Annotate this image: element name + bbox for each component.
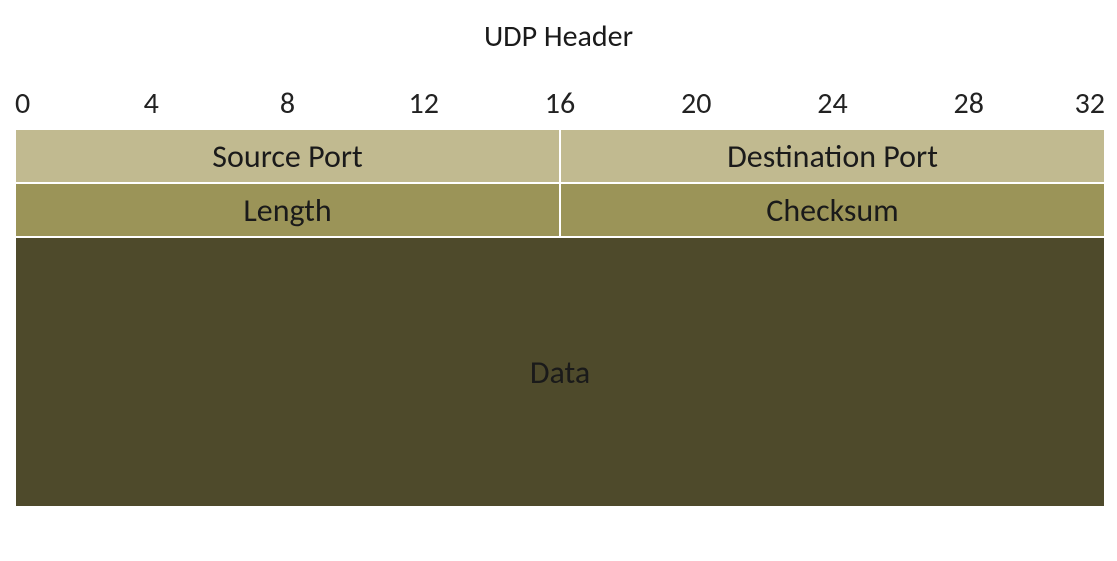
field-data: Data xyxy=(15,237,1105,507)
header-row-2: Data xyxy=(15,237,1105,507)
field-checksum: Checksum xyxy=(560,183,1105,237)
diagram-title: UDP Header xyxy=(0,0,1117,65)
tick-8: 8 xyxy=(280,85,295,122)
header-row-0: Source Port Destination Port xyxy=(15,129,1105,183)
udp-header-diagram: 0 4 8 12 16 20 24 28 32 Source Port Dest… xyxy=(15,75,1105,507)
tick-0: 0 xyxy=(15,85,30,122)
tick-12: 12 xyxy=(409,85,439,122)
tick-16: 16 xyxy=(545,85,575,122)
tick-20: 20 xyxy=(681,85,711,122)
header-row-1: Length Checksum xyxy=(15,183,1105,237)
tick-4: 4 xyxy=(144,85,159,122)
header-fields-table: Source Port Destination Port Length Chec… xyxy=(15,129,1105,507)
tick-24: 24 xyxy=(817,85,847,122)
tick-32: 32 xyxy=(1075,85,1105,122)
field-source-port: Source Port xyxy=(15,129,560,183)
bit-ruler: 0 4 8 12 16 20 24 28 32 xyxy=(15,75,1105,129)
tick-28: 28 xyxy=(954,85,984,122)
field-length: Length xyxy=(15,183,560,237)
field-destination-port: Destination Port xyxy=(560,129,1105,183)
